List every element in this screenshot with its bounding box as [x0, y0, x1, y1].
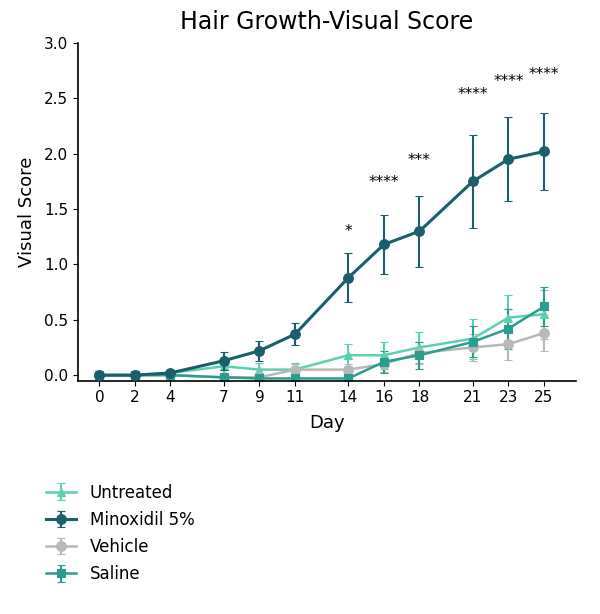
- Text: ***: ***: [408, 153, 431, 168]
- Text: ****: ****: [493, 74, 524, 90]
- Title: Hair Growth-Visual Score: Hair Growth-Visual Score: [181, 10, 473, 34]
- Text: *: *: [344, 224, 352, 239]
- Legend: Untreated, Minoxidil 5%, Vehicle, Saline: Untreated, Minoxidil 5%, Vehicle, Saline: [46, 484, 194, 583]
- Text: ****: ****: [368, 175, 399, 190]
- X-axis label: Day: Day: [309, 414, 345, 432]
- Text: ****: ****: [529, 67, 559, 82]
- Y-axis label: Visual Score: Visual Score: [17, 157, 35, 267]
- Text: ****: ****: [458, 87, 488, 102]
